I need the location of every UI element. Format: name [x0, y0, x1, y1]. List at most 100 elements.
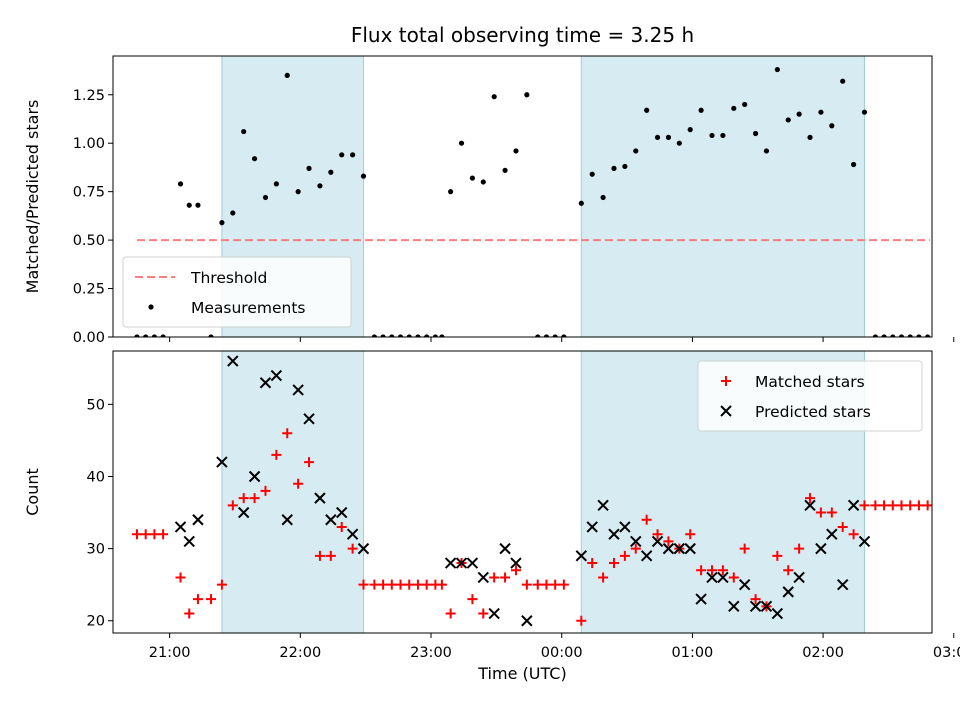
measurement-point [752, 130, 759, 137]
matched-stars-point [837, 521, 848, 532]
predicted-stars-point [192, 514, 204, 526]
matched-stars-point [685, 529, 696, 540]
axes-frame [112, 55, 933, 338]
predicted-stars-point [815, 542, 827, 555]
matched-stars-point [805, 493, 816, 504]
matched-stars-point [783, 565, 794, 576]
matched-stars-point [206, 594, 217, 605]
measurement-point [796, 111, 802, 117]
measurement-point [611, 165, 617, 171]
predicted-stars-point [303, 413, 315, 425]
predicted-stars-point [717, 571, 729, 584]
predicted-stars-point [521, 615, 533, 627]
measurement-point [480, 179, 486, 185]
measurement-point [219, 220, 225, 226]
matched-stars-point [227, 500, 238, 511]
predicted-stars-point [510, 557, 522, 569]
matched-stars-point [467, 594, 478, 605]
matched-stars-point [815, 507, 826, 518]
predicted-stars-point [662, 542, 675, 555]
predicted-stars-point [695, 593, 707, 605]
measurement-point [134, 334, 140, 337]
matched-stars-point [879, 500, 890, 511]
matched-stars-point [913, 500, 924, 511]
matched-stars-point [314, 550, 325, 561]
x-tick-label: 22:00 [279, 645, 321, 661]
predicted-stars-point [292, 384, 304, 396]
measurement-point [502, 167, 508, 173]
measurement-point [709, 132, 715, 139]
measurement-point [241, 128, 247, 135]
matched-stars-point [696, 565, 707, 576]
matched-stars-point [887, 500, 898, 511]
legend-label: Predicted stars [755, 403, 871, 421]
matched-stars-point [260, 485, 271, 496]
measurement-point [742, 101, 748, 108]
matched-stars-point [794, 543, 805, 554]
matched-stars-point [358, 579, 369, 590]
matched-stars-point [541, 579, 552, 590]
measurement-point [406, 334, 412, 337]
measurement-point [273, 181, 279, 187]
matched-stars-point [325, 550, 336, 561]
measurement-point [432, 334, 438, 337]
measurement-point [306, 165, 312, 171]
matched-stars-point [140, 529, 151, 540]
measurement-point [561, 334, 567, 337]
measurement-point [578, 200, 584, 206]
matched-stars-point [249, 493, 260, 504]
measurement-point [262, 194, 269, 201]
matched-stars-point [386, 579, 397, 590]
measurement-point [397, 334, 404, 337]
matched-stars-point [489, 572, 500, 583]
legend-label: Measurements [191, 299, 306, 317]
measurement-point [654, 134, 661, 140]
matched-stars-point [905, 500, 916, 511]
measurement-point [687, 127, 693, 133]
predicted-stars-point [684, 542, 696, 555]
matched-stars-point [558, 579, 569, 590]
legend: Matched stars Predicted stars [697, 360, 923, 432]
y-tick-label: 0.50 [73, 233, 105, 249]
y-tick-label: 1.25 [73, 88, 105, 104]
measurement-point [284, 72, 290, 78]
measurement-point [763, 148, 770, 154]
plot-area [134, 56, 931, 337]
measurement-point [350, 152, 356, 158]
predicted-stars-point [673, 542, 686, 555]
x-tick-label: 00:00 [541, 645, 583, 661]
x-tick-label: 01:00 [672, 645, 714, 661]
matched-stars-point [421, 579, 432, 590]
predicted-stars-point [586, 521, 598, 533]
y-tick-label: 50 [87, 397, 105, 413]
matched-stars-point [826, 507, 837, 518]
measurement-point [415, 334, 421, 337]
measurement-point [600, 194, 606, 201]
predicted-stars-point [782, 586, 794, 598]
legend-measurement-swatch [148, 304, 154, 310]
measurement-point [177, 181, 184, 187]
measurement-point [230, 210, 236, 216]
matched-stars-point [663, 536, 674, 547]
y-tick-label: 0.25 [73, 282, 105, 298]
measurement-point [328, 169, 334, 175]
x-tick-label: 23:00 [410, 645, 452, 661]
legend-label: Threshold [190, 269, 267, 287]
matched-stars-point [870, 500, 881, 511]
predicted-stars-point [325, 514, 337, 526]
matched-stars-point [630, 543, 641, 554]
measurement-point [774, 66, 780, 73]
measurement-point [535, 334, 541, 337]
predicted-stars-point [174, 521, 187, 533]
predicted-stars-point [738, 578, 751, 591]
measurement-point [925, 334, 931, 337]
measurement-point [785, 117, 791, 123]
matched-stars-point [510, 565, 521, 576]
predicted-stars-point [640, 550, 653, 562]
measurement-point [424, 334, 430, 337]
matched-stars-point [336, 521, 347, 532]
predicted-stars-point [630, 535, 642, 548]
measurement-point [251, 156, 258, 162]
predicted-stars-point [706, 571, 718, 584]
measurement-point [720, 132, 726, 139]
